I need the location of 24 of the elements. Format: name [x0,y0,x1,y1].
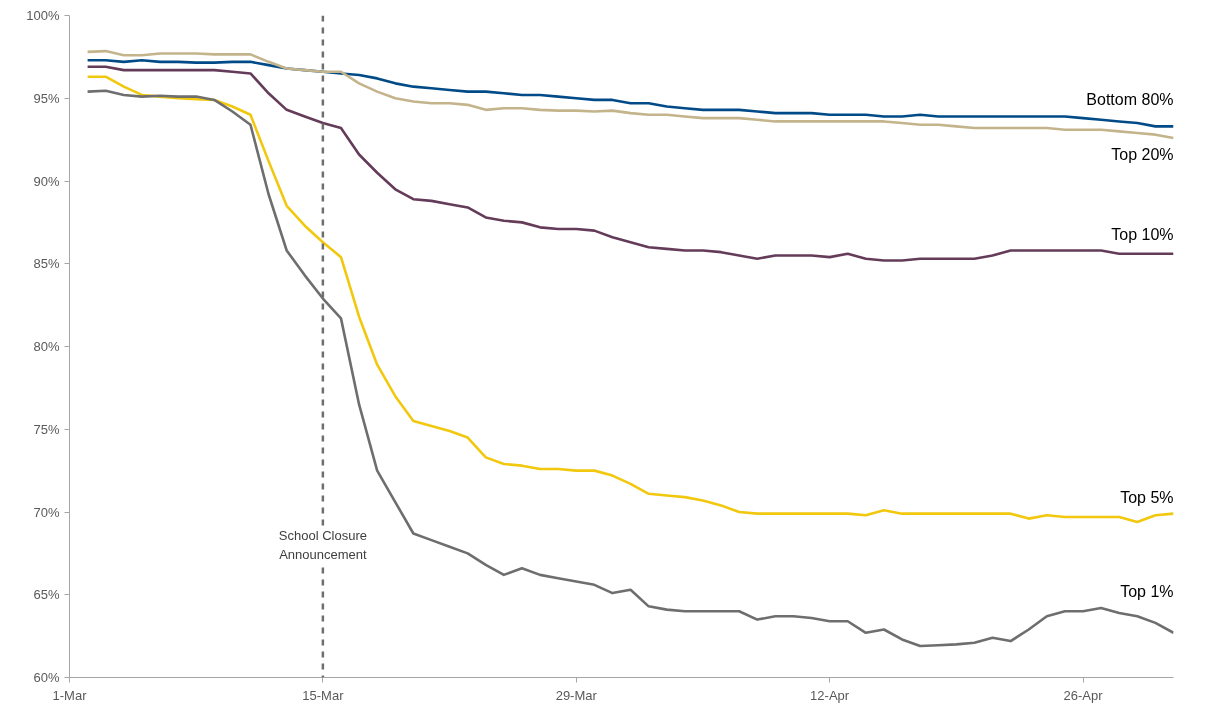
ref-line-label: School Closure Announcement [278,527,367,563]
x-tick-label: 29-Mar [555,687,598,703]
y-tick-label: 65% [33,587,60,603]
series-label: Top 10% [1111,225,1174,243]
series-label: Top 20% [1111,145,1174,163]
line-series [86,75,1174,524]
x-tick-label: 26-Apr [1063,687,1104,703]
series-label: Bottom 80% [1086,91,1174,109]
y-tick-label: 80% [33,339,60,354]
y-tick-label: 70% [33,504,60,520]
y-tick-label: 75% [33,421,60,437]
series-label: Top 1% [1120,582,1174,600]
line-series [86,58,1174,128]
y-tick-label: 95% [33,90,60,106]
line-series [86,49,1174,140]
y-tick-label: 60% [33,670,60,685]
x-tick-label: 12-Apr [810,687,850,703]
line-series [86,65,1174,262]
x-tick-label: 1-Mar [52,687,88,703]
y-tick-label: 90% [33,173,60,189]
y-tick-label: 100% [26,8,60,23]
y-tick-label: 85% [33,256,60,272]
series-label: Top 5% [1120,488,1174,506]
x-tick-label: 15-Mar [302,687,345,703]
